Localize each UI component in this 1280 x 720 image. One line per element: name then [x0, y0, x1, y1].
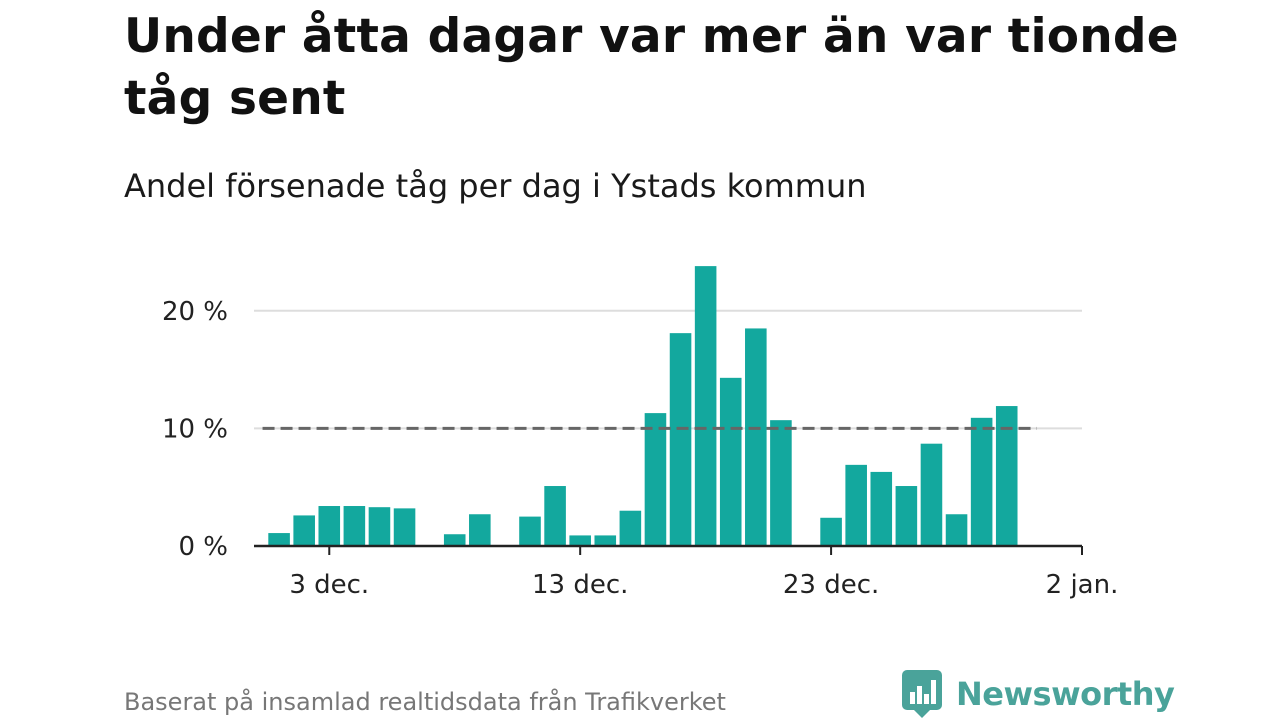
- y-tick-label: 20 %: [162, 297, 228, 327]
- bar: [544, 486, 566, 546]
- bar: [770, 420, 792, 546]
- logo-wordmark: Newsworthy: [956, 675, 1175, 713]
- x-tick-label: 23 dec.: [783, 570, 879, 600]
- x-tick-label: 2 jan.: [1046, 570, 1119, 600]
- bar: [745, 328, 767, 546]
- y-tick-label: 0 %: [178, 532, 228, 562]
- bar: [669, 333, 692, 546]
- bar: [268, 533, 290, 546]
- bar: [519, 516, 541, 546]
- source-note: Baserat på insamlad realtidsdata från Tr…: [124, 688, 726, 716]
- bar: [870, 471, 893, 546]
- y-tick-label: 10 %: [162, 414, 228, 444]
- bar: [469, 514, 491, 546]
- newsworthy-logo-icon: [902, 670, 942, 718]
- x-tick-label: 13 dec.: [532, 570, 628, 600]
- bar: [644, 413, 667, 546]
- bar: [293, 515, 315, 546]
- bar: [719, 377, 742, 546]
- bar: [920, 443, 943, 546]
- bar: [318, 506, 341, 546]
- chart-title: Under åtta dagar var mer än var tionde t…: [124, 9, 1179, 126]
- newsworthy-logo: Newsworthy: [902, 668, 1175, 720]
- bar: [694, 266, 717, 546]
- bar: [393, 508, 416, 546]
- bar: [343, 506, 366, 546]
- bar: [569, 535, 591, 546]
- bar: [995, 406, 1018, 546]
- bar: [594, 535, 617, 546]
- bar: [619, 510, 642, 546]
- chart-subtitle: Andel försenade tåg per dag i Ystads kom…: [124, 167, 867, 205]
- bar: [945, 514, 968, 546]
- bar: [368, 507, 391, 546]
- bar: [845, 464, 867, 546]
- bar: [895, 486, 918, 546]
- bar: [970, 417, 993, 546]
- x-tick-label: 3 dec.: [289, 570, 369, 600]
- bar: [443, 534, 466, 546]
- bar: [820, 517, 842, 546]
